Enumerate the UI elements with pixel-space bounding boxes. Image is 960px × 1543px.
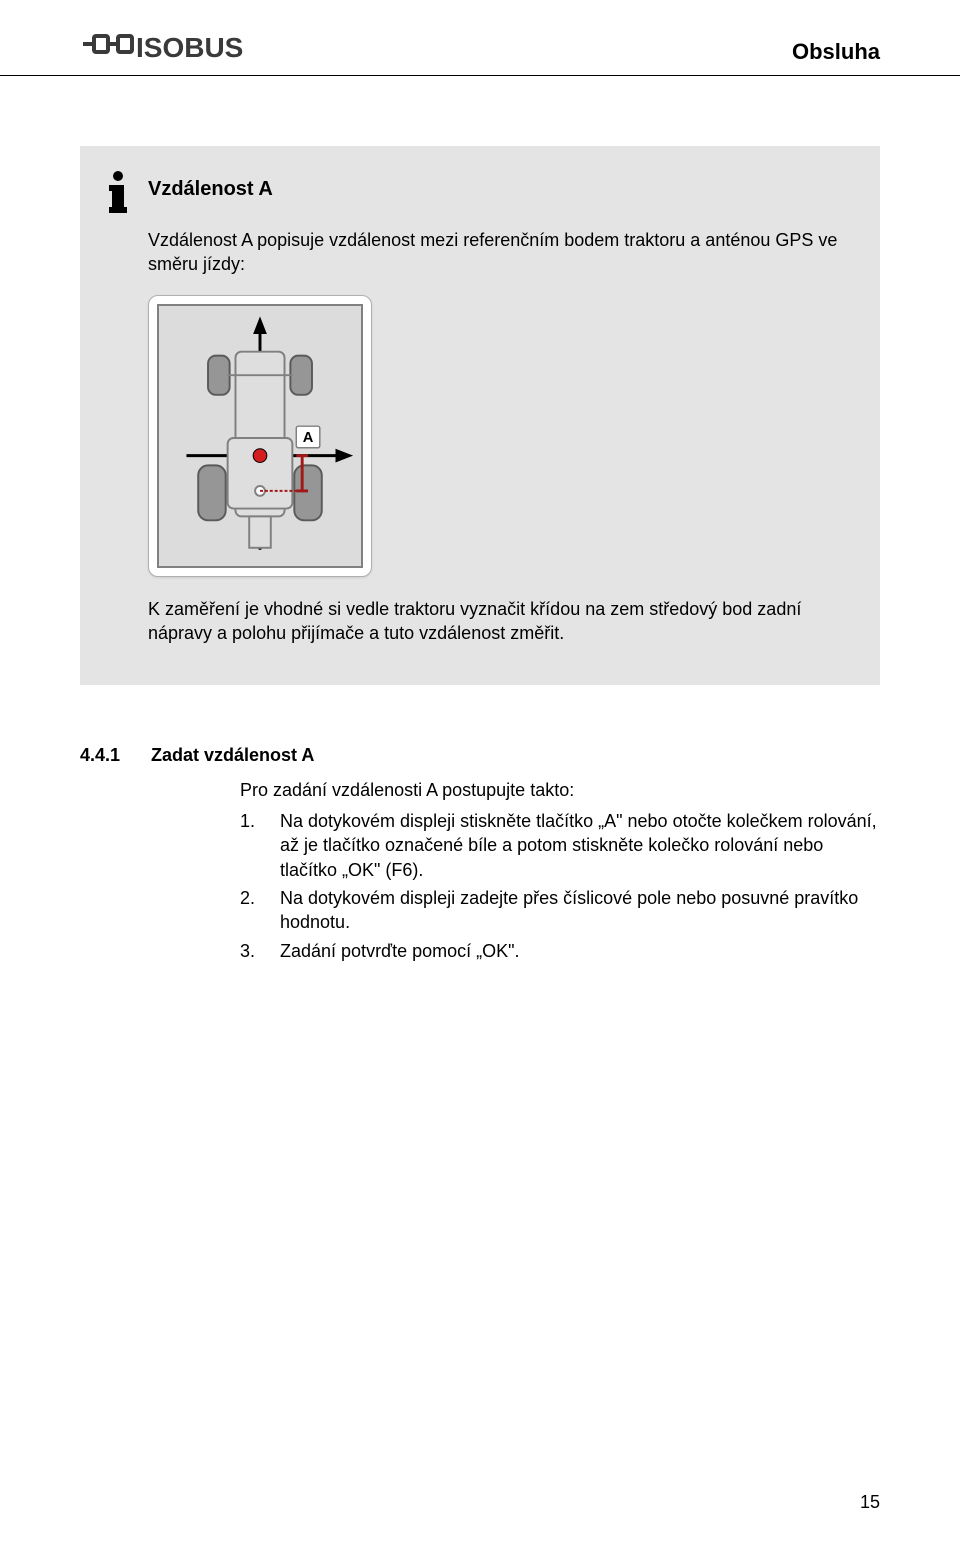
- section-intro: Pro zadání vzdálenosti A postupujte takt…: [240, 780, 880, 801]
- diagram-frame: A: [148, 295, 372, 577]
- logo-glyph: [80, 30, 134, 65]
- info-box: Vzdálenost A Vzdálenost A popisuje vzdál…: [80, 146, 880, 685]
- page-number: 15: [860, 1492, 880, 1513]
- list-item-number: 3.: [240, 939, 280, 963]
- list-item-text: Na dotykovém displeji stiskněte tlačítko…: [280, 809, 880, 882]
- list-item-text: Na dotykovém displeji zadejte přes čísli…: [280, 886, 880, 935]
- list-item: 3. Zadání potvrďte pomocí „OK".: [240, 939, 880, 963]
- tractor-diagram: A: [157, 304, 363, 568]
- page-header: ISOBUS Obsluha: [0, 0, 960, 76]
- info-icon: [104, 170, 132, 214]
- header-section-title: Obsluha: [792, 39, 880, 65]
- section-number: 4.4.1: [80, 745, 146, 766]
- info-note: K zaměření je vhodné si vedle traktoru v…: [148, 597, 856, 646]
- diagram-label-a: A: [303, 429, 314, 445]
- list-item-number: 2.: [240, 886, 280, 935]
- section-heading: 4.4.1 Zadat vzdálenost A: [80, 745, 880, 766]
- list-item-number: 1.: [240, 809, 280, 882]
- section-4-4-1: 4.4.1 Zadat vzdálenost A Pro zadání vzdá…: [80, 745, 880, 963]
- info-description: Vzdálenost A popisuje vzdálenost mezi re…: [148, 228, 856, 277]
- ordered-list: 1. Na dotykovém displeji stiskněte tlačí…: [240, 809, 880, 963]
- info-title: Vzdálenost A: [148, 178, 273, 201]
- list-item: 2. Na dotykovém displeji zadejte přes čí…: [240, 886, 880, 935]
- list-item: 1. Na dotykovém displeji stiskněte tlačí…: [240, 809, 880, 882]
- section-title: Zadat vzdálenost A: [151, 745, 314, 765]
- logo: ISOBUS: [80, 30, 243, 65]
- logo-text: ISOBUS: [136, 32, 243, 64]
- list-item-text: Zadání potvrďte pomocí „OK".: [280, 939, 880, 963]
